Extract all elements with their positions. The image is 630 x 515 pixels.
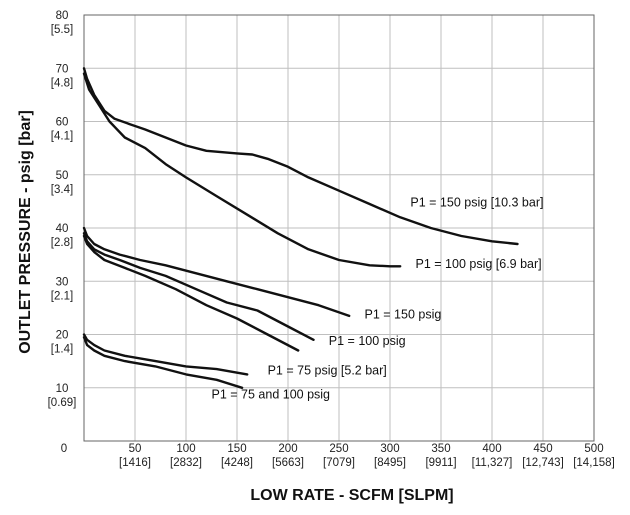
y-tick-sublabel-5: [4.1] [51,131,73,143]
tick-labels: 0 50 [1416] 100 [2832] 150 [4248] 200 [5663] 250 [… [48,10,615,469]
y-tick-sublabel-6: [4.8] [51,77,73,89]
x-tick-label-9: 450 [533,443,552,455]
x-tick-label-8: 400 [482,443,501,455]
y-tick-label-2: 30 [56,276,69,288]
x-tick-sublabel-5: [7079] [323,457,355,469]
y-tick-label-1: 20 [56,330,69,342]
x-tick-sublabel-3: [4248] [221,457,253,469]
y-tick-label-4: 50 [56,170,69,182]
x-tick-label-5: 250 [329,443,348,455]
x-tick-label-7: 350 [431,443,450,455]
series-annotation-1: P1 = 100 psig [6.9 bar] [416,257,542,271]
x-tick-label-0: 0 [61,443,67,455]
y-tick-sublabel-7: [5.5] [51,24,73,36]
series-line-6 [82,336,244,389]
series-line-1 [82,72,402,268]
x-tick-sublabel-7: [9911] [425,457,456,469]
x-tick-label-2: 100 [176,443,195,455]
series-line-4 [82,234,300,352]
y-axis-title: OUTLET PRESSURE - psig [bar] [17,110,34,354]
annotations: P1 = 150 psig [10.3 bar] P1 = 100 psig [6… [212,196,544,402]
x-tick-sublabel-2: [2832] [170,457,202,469]
x-tick-label-1: 50 [129,443,142,455]
x-tick-label-3: 150 [227,443,246,455]
series-line-3 [82,232,315,341]
series-annotation-0: P1 = 150 psig [10.3 bar] [410,196,543,210]
series-annotation-5: P1 = 75 and 100 psig [212,387,331,401]
series-line-2 [82,226,351,318]
y-tick-sublabel-4: [3.4] [51,184,73,196]
series-line-0 [82,67,519,246]
x-axis-title: LOW RATE - SCFM [SLPM] [250,487,453,504]
series-line-5 [82,333,249,376]
series-lines [82,67,519,389]
x-tick-label-4: 200 [278,443,297,455]
x-tick-sublabel-4: [5663] [272,457,304,469]
x-tick-sublabel-6: [8495] [374,457,406,469]
y-tick-label-0: 10 [56,383,69,395]
y-tick-label-3: 40 [56,223,69,235]
y-tick-sublabel-2: [2.1] [51,290,73,302]
x-tick-sublabel-1: [1416] [119,457,151,469]
y-tick-sublabel-3: [2.8] [51,237,73,249]
series-annotation-4: P1 = 75 psig [5.2 bar] [268,363,387,377]
series-annotation-2: P1 = 150 psig [365,308,442,322]
y-tick-sublabel-1: [1.4] [51,344,73,356]
series-annotation-3: P1 = 100 psig [329,334,406,348]
y-tick-label-6: 70 [56,63,69,75]
x-tick-label-10: 500 [584,443,603,455]
x-tick-sublabel-8: [11,327] [472,457,513,469]
y-tick-label-7: 80 [56,10,69,22]
y-tick-label-5: 60 [56,117,69,129]
x-tick-label-6: 300 [380,443,399,455]
x-tick-sublabel-9: [12,743] [522,457,564,469]
y-tick-sublabel-0: [0.69] [48,397,77,409]
x-tick-sublabel-10: [14,158] [573,457,615,469]
